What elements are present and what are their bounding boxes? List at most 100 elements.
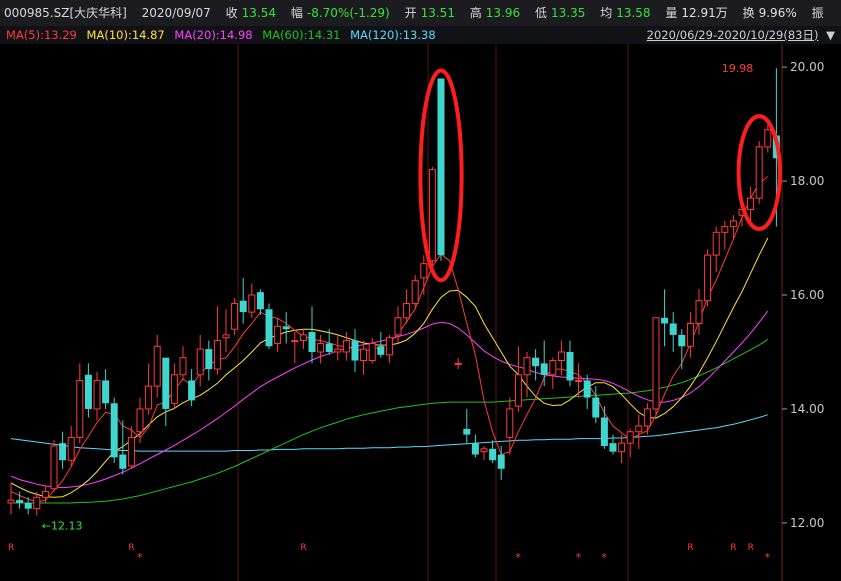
moving-average-legend: MA(5):13.29 MA(10):14.87 MA(20):14.98 MA…	[0, 26, 841, 44]
ma120-legend: MA(120):13.38	[350, 28, 436, 42]
candle-body	[84, 374, 92, 409]
candle-body	[618, 442, 626, 453]
turnover-value: 9.96%	[758, 6, 797, 20]
candle-body	[360, 348, 368, 362]
candle-body	[635, 425, 643, 433]
candle-body	[471, 443, 479, 455]
candle-body	[385, 337, 393, 356]
event-marker-star: *	[515, 551, 521, 564]
candle-body	[222, 334, 230, 339]
candle-body	[170, 374, 178, 404]
quote-info-bar: 000985.SZ[大庆华科] 2020/09/07 收 13.54 幅 -8.70…	[0, 0, 841, 26]
high-value: 13.96	[485, 6, 521, 20]
candle-body	[274, 325, 282, 344]
candle-body	[239, 300, 247, 313]
low-price-label: ←12.13	[42, 520, 83, 533]
candle-body	[729, 220, 737, 228]
event-marker-r: R	[300, 543, 306, 553]
event-marker-r: R	[748, 543, 754, 553]
ma120-line	[10, 414, 768, 452]
candle-body	[265, 309, 273, 347]
candle-body	[308, 332, 316, 352]
ma10-legend: MA(10):14.87	[86, 28, 165, 42]
candle-body	[162, 357, 170, 409]
candle-body	[420, 263, 428, 279]
candle-body	[24, 502, 32, 509]
turnover-label: 换	[742, 6, 755, 20]
candle-body	[583, 380, 591, 398]
candle-body	[248, 294, 256, 313]
candle-body	[7, 499, 15, 504]
candle-body	[41, 491, 49, 498]
candle-body	[368, 342, 376, 362]
candle-body	[102, 380, 110, 404]
candle-body	[721, 226, 729, 233]
candle-body	[514, 374, 522, 407]
candle-body	[317, 342, 325, 353]
candle-body	[136, 408, 144, 433]
candle-body	[454, 362, 462, 365]
candle-body	[153, 345, 161, 387]
high-label: 高	[469, 6, 482, 20]
candle-body	[532, 357, 540, 367]
candle-body	[93, 379, 101, 410]
volume-value: 12.91万	[681, 6, 728, 20]
candle-body	[67, 436, 75, 461]
candle-body	[463, 428, 471, 435]
stock-code[interactable]: 000985.SZ[大庆华科]	[4, 6, 127, 20]
change-label: 幅	[290, 6, 303, 20]
candle-body	[480, 448, 488, 453]
candle-body	[76, 379, 84, 438]
event-marker-star: *	[137, 551, 143, 564]
low-label: 低	[534, 6, 547, 20]
candle-body	[33, 496, 41, 510]
chevron-down-icon[interactable]: ▼	[826, 28, 835, 42]
event-marker-star: *	[601, 551, 607, 564]
volume-label: 量	[665, 6, 678, 20]
candle-body	[747, 197, 755, 211]
candle-body	[411, 280, 419, 305]
candle-body	[557, 351, 565, 362]
candle-body	[678, 334, 686, 347]
candle-body	[497, 454, 505, 469]
candle-body	[695, 300, 703, 324]
event-marker-r: R	[8, 543, 14, 553]
avg-label: 均	[600, 6, 613, 20]
date-range-text[interactable]: 2020/06/29-2020/10/29(83日)	[646, 28, 819, 42]
y-tick-label: 20.00	[790, 60, 824, 74]
candle-body	[652, 317, 660, 410]
ma20-legend: MA(20):14.98	[174, 28, 253, 42]
candle-body	[50, 445, 58, 490]
candle-body	[523, 357, 531, 376]
candle-body	[437, 78, 445, 256]
high-price-label: 19.98	[722, 62, 754, 75]
candle-body	[351, 340, 359, 361]
candle-body	[179, 357, 187, 376]
date-range-selector[interactable]: 2020/06/29-2020/10/29(83日) ▼	[647, 26, 835, 44]
candle-body	[712, 231, 720, 256]
candle-body	[334, 348, 342, 353]
candle-body	[566, 351, 574, 381]
highlight-ellipse	[736, 114, 782, 231]
close-label: 收	[225, 6, 238, 20]
candle-body	[609, 443, 617, 452]
ma5-legend: MA(5):13.29	[6, 28, 77, 42]
candle-body	[575, 379, 583, 382]
event-marker-r: R	[687, 543, 693, 553]
candle-body	[342, 340, 350, 353]
candle-body	[299, 334, 307, 342]
y-tick-label: 18.00	[790, 174, 824, 188]
candle-body	[256, 292, 264, 310]
event-marker-r: R	[128, 543, 134, 553]
candle-body	[231, 303, 239, 330]
candle-body	[704, 254, 712, 302]
candle-body	[119, 454, 127, 469]
candle-body	[145, 385, 153, 410]
candle-body	[403, 303, 411, 319]
candle-body	[592, 397, 600, 418]
candle-body	[282, 326, 290, 330]
candle-body	[549, 360, 557, 376]
candle-body	[643, 408, 651, 427]
event-marker-star: *	[765, 551, 771, 564]
